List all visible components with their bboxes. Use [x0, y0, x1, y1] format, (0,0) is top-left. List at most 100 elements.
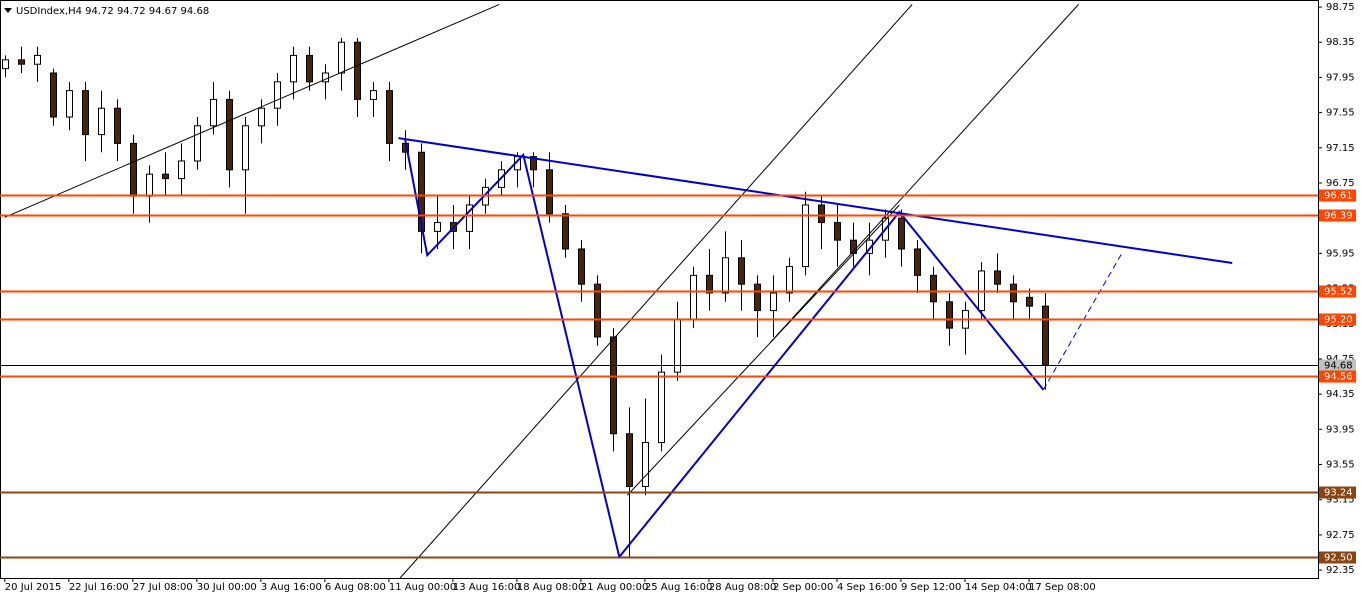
candle-body	[386, 90, 393, 144]
candle-body	[306, 54, 313, 83]
x-tick-label: 4 Sep 16:00	[837, 582, 897, 593]
candle-body	[258, 107, 265, 127]
candle-body	[130, 142, 137, 197]
candle-body	[626, 433, 633, 488]
trend-line	[398, 137, 1233, 265]
x-tick-label: 14 Sep 04:00	[965, 582, 1032, 593]
candle-body	[242, 125, 249, 171]
candle-body	[930, 274, 937, 303]
level-label-box	[1319, 313, 1356, 326]
candle-body	[2, 59, 9, 70]
y-tick-label: 97.55	[1326, 108, 1355, 119]
candle-body	[370, 90, 377, 100]
level-label-box	[1319, 486, 1356, 499]
y-tick-label: 97.15	[1326, 143, 1355, 154]
x-tick-label: 2 Sep 00:00	[773, 582, 833, 593]
level-label-box	[1319, 189, 1356, 202]
trend-line	[403, 137, 1045, 560]
x-tick-label: 17 Sep 08:00	[1029, 582, 1096, 593]
x-tick-label: 28 Aug 08:00	[709, 582, 776, 593]
candle-body	[770, 292, 777, 312]
candle-body	[530, 156, 537, 171]
menu-arrow[interactable]	[4, 8, 12, 13]
y-tick-label: 93.55	[1326, 460, 1355, 471]
x-tick-label: 11 Aug 00:00	[389, 582, 456, 593]
trend-line	[769, 4, 1079, 344]
y-tick-label: 97.95	[1326, 72, 1355, 83]
candle-body	[658, 371, 665, 444]
candle-body	[338, 41, 345, 74]
level-label-box	[1319, 370, 1356, 383]
candle-body	[290, 54, 297, 83]
level-label: 94.68	[1324, 361, 1353, 372]
candle-body	[738, 257, 745, 285]
y-tick-label: 95.95	[1326, 248, 1355, 259]
candle-body	[914, 248, 921, 276]
level-label: 92.50	[1324, 553, 1353, 564]
y-tick-label: 92.35	[1326, 565, 1355, 576]
trend-line	[4, 3, 500, 218]
candle-body	[610, 336, 617, 435]
candle-body	[898, 217, 905, 250]
candle-body	[562, 213, 569, 250]
level-label-box	[1319, 551, 1356, 564]
candle-body	[418, 151, 425, 232]
x-tick-label: 3 Aug 16:00	[261, 582, 322, 593]
candle-body	[466, 204, 473, 232]
candle-body	[786, 266, 793, 294]
candle-body	[146, 173, 153, 197]
y-tick-label: 92.75	[1326, 530, 1355, 541]
candle-body	[274, 81, 281, 109]
candle-body	[690, 274, 697, 320]
y-tick-label: 94.75	[1326, 354, 1355, 365]
level-label: 96.61	[1324, 191, 1353, 202]
candle-body	[1026, 296, 1033, 307]
candle-body	[114, 107, 121, 144]
candle-body	[1042, 305, 1049, 366]
x-tick-label: 13 Aug 16:00	[453, 582, 520, 593]
candle-body	[82, 90, 89, 136]
level-label-box	[1319, 359, 1356, 372]
y-tick-label: 98.75	[1326, 2, 1355, 13]
candle-body	[1010, 283, 1017, 303]
candle-body	[818, 204, 825, 224]
level-label: 94.56	[1324, 372, 1353, 383]
x-tick-label: 20 Jul 2015	[5, 582, 62, 593]
candle-body	[674, 318, 681, 373]
candle-body	[50, 72, 57, 118]
level-label-box	[1319, 285, 1356, 298]
x-tick-label: 25 Aug 16:00	[645, 582, 712, 593]
candle-body	[834, 222, 841, 241]
y-tick-label: 96.75	[1326, 178, 1355, 189]
candle-body	[354, 41, 361, 100]
candle-body	[34, 54, 41, 65]
chart-title: USDIndex,H4 94.72 94.72 94.67 94.68	[16, 6, 209, 17]
candle-body	[578, 248, 585, 285]
candle-body	[162, 173, 169, 180]
candle-body	[802, 204, 809, 268]
trend-line	[1042, 253, 1123, 390]
candle-body	[946, 301, 953, 329]
plot-frame	[0, 0, 1319, 579]
level-label: 95.20	[1324, 315, 1353, 326]
candle-body	[226, 98, 233, 171]
level-label: 96.39	[1324, 211, 1353, 222]
y-tick-label: 94.35	[1326, 389, 1355, 400]
candle-body	[210, 98, 217, 127]
candle-body	[434, 222, 441, 232]
candle-body	[546, 169, 553, 215]
level-label-box	[1319, 209, 1356, 222]
candle-body	[642, 442, 649, 488]
x-tick-label: 27 Jul 08:00	[133, 582, 193, 593]
candle-body	[866, 239, 873, 254]
level-label: 95.52	[1324, 287, 1353, 298]
x-tick-label: 18 Aug 08:00	[517, 582, 584, 593]
candle-body	[706, 274, 713, 294]
candle-body	[594, 283, 601, 338]
x-tick-label: 30 Jul 00:00	[197, 582, 257, 593]
candle-body	[194, 125, 201, 162]
x-tick-label: 21 Aug 00:00	[581, 582, 648, 593]
candle-body	[178, 160, 185, 180]
